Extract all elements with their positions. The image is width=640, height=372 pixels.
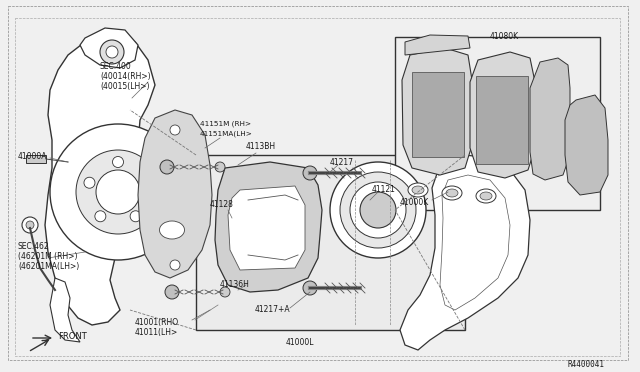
Circle shape	[76, 150, 160, 234]
Circle shape	[170, 125, 180, 135]
Circle shape	[303, 281, 317, 295]
Text: SEC.462: SEC.462	[18, 242, 50, 251]
Circle shape	[350, 182, 406, 238]
Text: 41128: 41128	[210, 200, 234, 209]
Circle shape	[106, 46, 118, 58]
Text: FRONT: FRONT	[58, 332, 87, 341]
Circle shape	[113, 157, 124, 167]
Ellipse shape	[159, 221, 184, 239]
Circle shape	[84, 177, 95, 188]
Polygon shape	[405, 35, 470, 55]
Circle shape	[26, 221, 34, 229]
Polygon shape	[402, 48, 472, 175]
Circle shape	[165, 285, 179, 299]
Polygon shape	[228, 186, 305, 270]
Polygon shape	[400, 155, 530, 350]
Text: 41121: 41121	[372, 185, 396, 194]
Circle shape	[360, 192, 396, 228]
Polygon shape	[45, 32, 155, 325]
Text: 41136H: 41136H	[220, 280, 250, 289]
Bar	[412, 72, 464, 157]
Bar	[196, 155, 465, 330]
Circle shape	[170, 260, 180, 270]
Text: R4400041: R4400041	[568, 360, 605, 369]
Text: 41000A: 41000A	[18, 152, 47, 161]
Polygon shape	[215, 162, 322, 292]
Polygon shape	[530, 58, 570, 180]
Text: (46201MA(LH>): (46201MA(LH>)	[18, 262, 79, 271]
Ellipse shape	[476, 189, 496, 203]
Ellipse shape	[480, 192, 492, 200]
Circle shape	[141, 177, 152, 188]
Polygon shape	[50, 278, 80, 342]
Polygon shape	[565, 95, 608, 195]
Ellipse shape	[446, 189, 458, 197]
Text: 41001(RHO: 41001(RHO	[135, 318, 179, 327]
Text: (46201M (RH>): (46201M (RH>)	[18, 252, 77, 261]
Circle shape	[96, 170, 140, 214]
Text: 41000L: 41000L	[285, 338, 314, 347]
Text: 41000K: 41000K	[400, 198, 429, 207]
Text: (40015(LH>): (40015(LH>)	[100, 82, 150, 91]
Polygon shape	[138, 110, 212, 278]
Polygon shape	[80, 28, 138, 68]
Circle shape	[160, 160, 174, 174]
Circle shape	[220, 287, 230, 297]
Circle shape	[100, 40, 124, 64]
Text: (40014(RH>): (40014(RH>)	[100, 72, 150, 81]
Circle shape	[95, 211, 106, 222]
Circle shape	[50, 124, 186, 260]
Text: 41217: 41217	[330, 158, 354, 167]
Text: 41011(LH>: 41011(LH>	[135, 328, 179, 337]
Text: SEC.400: SEC.400	[100, 62, 132, 71]
Ellipse shape	[412, 186, 424, 194]
Bar	[476, 76, 528, 164]
Circle shape	[340, 172, 416, 248]
Circle shape	[330, 162, 426, 258]
Text: 41151MA(LH>: 41151MA(LH>	[200, 130, 253, 137]
Ellipse shape	[442, 186, 462, 200]
Text: 41080K: 41080K	[490, 32, 519, 41]
Polygon shape	[470, 52, 535, 178]
Text: 41217+A: 41217+A	[255, 305, 291, 314]
Text: 4113BH: 4113BH	[246, 142, 276, 151]
Bar	[395, 37, 600, 210]
Circle shape	[303, 166, 317, 180]
Circle shape	[130, 211, 141, 222]
Ellipse shape	[408, 183, 428, 197]
Circle shape	[215, 162, 225, 172]
Bar	[26, 155, 46, 163]
Text: 41151M (RH>: 41151M (RH>	[200, 120, 251, 126]
Circle shape	[22, 217, 38, 233]
